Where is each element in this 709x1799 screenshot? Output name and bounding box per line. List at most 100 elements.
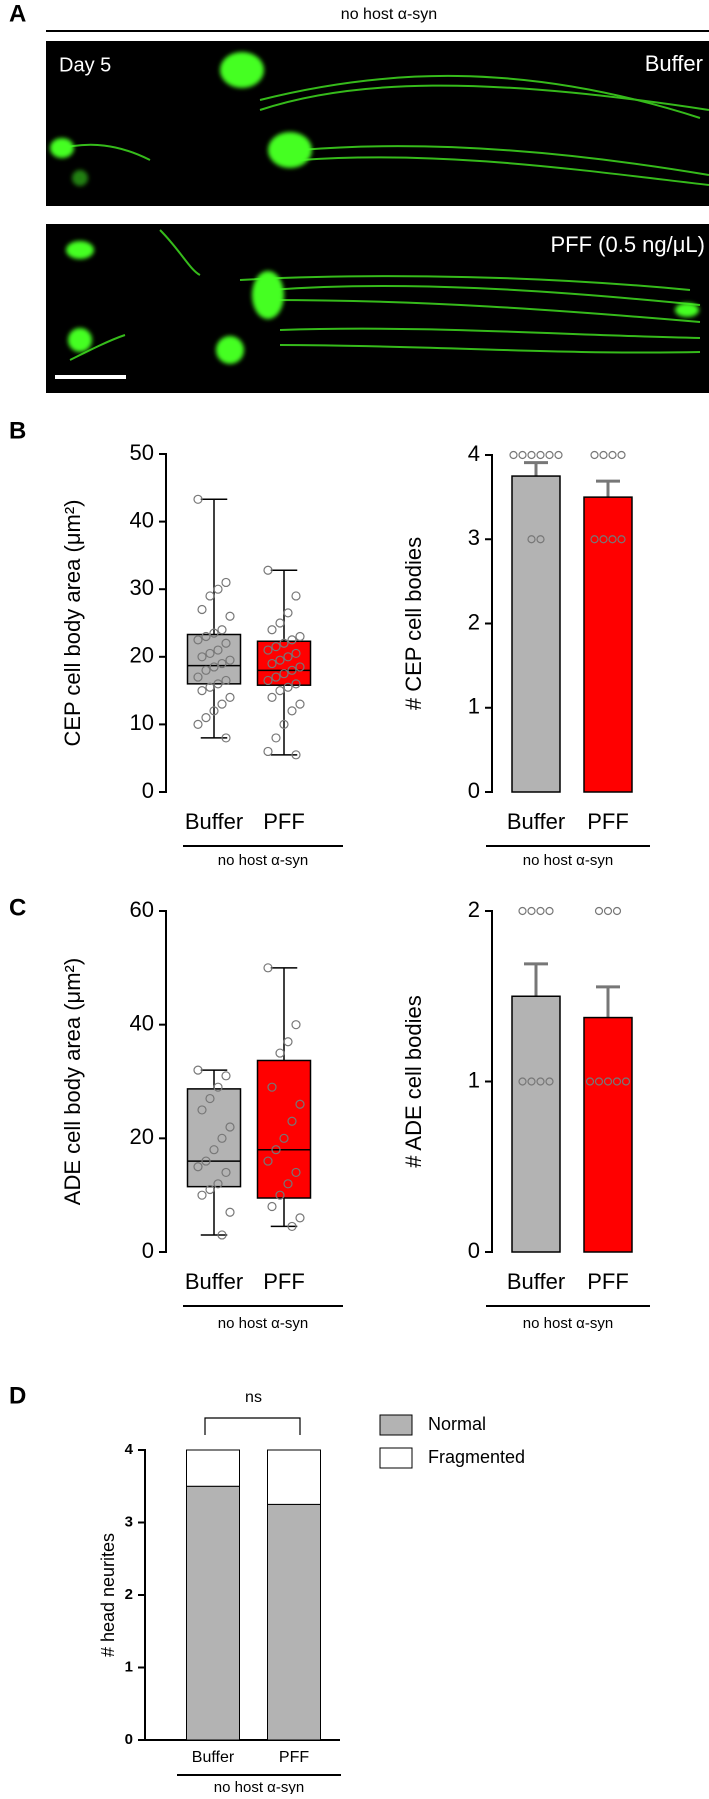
data-point — [263, 963, 273, 973]
data-point — [509, 450, 518, 460]
data-point — [209, 1145, 219, 1155]
legend-label: Fragmented — [428, 1447, 525, 1467]
data-point — [283, 1037, 293, 1047]
data-point — [287, 706, 297, 716]
y-axis-title: CEP cell body area (μm²) — [60, 499, 85, 746]
data-point — [267, 658, 277, 669]
data-point — [271, 1145, 281, 1155]
y-tick-label: 0 — [142, 778, 154, 803]
group-label: no host α-syn — [523, 852, 613, 869]
box — [256, 1059, 312, 1199]
group-label: no host α-syn — [218, 852, 308, 869]
data-point — [201, 665, 211, 675]
y-tick-label: 3 — [125, 1513, 133, 1530]
data-point — [287, 1221, 297, 1232]
data-point — [612, 906, 622, 916]
y-tick-label: 2 — [125, 1586, 133, 1603]
data-point — [225, 692, 235, 702]
data-point — [283, 608, 293, 618]
data-point — [217, 699, 227, 709]
data-point — [193, 1065, 203, 1075]
data-point — [518, 450, 527, 460]
y-tick-label: 10 — [130, 710, 154, 735]
data-point — [193, 635, 203, 645]
y-axis-title: # CEP cell bodies — [401, 537, 426, 710]
data-point — [271, 733, 281, 743]
data-point — [287, 1116, 297, 1126]
data-point — [545, 1077, 554, 1086]
data-point — [263, 675, 273, 686]
data-point — [536, 535, 545, 544]
data-point — [287, 665, 297, 675]
data-point — [612, 1077, 622, 1086]
data-point — [217, 658, 227, 669]
y-tick-label: 40 — [130, 507, 154, 532]
data-point — [201, 1156, 211, 1166]
y-tick-label: 0 — [468, 1238, 480, 1263]
image-label: Day 5 — [59, 54, 111, 76]
data-point — [221, 1167, 231, 1178]
data-point — [267, 1082, 277, 1092]
x-tick-label: Buffer — [192, 1749, 235, 1766]
data-point — [536, 1077, 545, 1086]
data-point — [213, 1179, 223, 1189]
header: no host α-syn — [341, 6, 437, 23]
data-point — [213, 645, 223, 655]
data-point — [205, 682, 215, 692]
data-point — [193, 1162, 203, 1172]
data-point — [536, 906, 545, 916]
data-point — [225, 611, 235, 621]
x-tick-label: PFF — [587, 809, 629, 834]
data-point — [594, 906, 604, 916]
data-point — [545, 906, 554, 916]
y-tick-label: 60 — [130, 897, 154, 922]
data-point — [279, 1133, 289, 1143]
data-point — [527, 535, 536, 544]
data-point — [527, 1077, 536, 1086]
data-point — [621, 1077, 631, 1086]
bar-segment — [186, 1485, 240, 1741]
data-point — [209, 706, 219, 716]
y-tick-label: 30 — [130, 575, 154, 600]
data-point — [585, 1077, 595, 1086]
data-point — [267, 1201, 277, 1212]
data-point — [291, 1167, 301, 1178]
data-point — [283, 682, 293, 692]
y-tick-label: 1 — [125, 1658, 133, 1675]
data-point — [518, 906, 527, 916]
panel-label: D — [9, 1382, 26, 1409]
group-label: no host α-syn — [218, 1315, 308, 1332]
data-point — [279, 719, 289, 730]
data-point — [205, 1184, 215, 1195]
data-point — [295, 1213, 305, 1223]
legend-label: Normal — [428, 1414, 486, 1434]
panel-label: B — [9, 417, 26, 444]
data-point — [291, 648, 301, 659]
bar-segment — [267, 1449, 321, 1505]
data-point — [263, 565, 273, 575]
x-tick-label: Buffer — [185, 809, 243, 834]
data-point — [608, 450, 617, 460]
data-point — [608, 535, 617, 544]
data-point — [599, 535, 608, 544]
y-tick-label: 40 — [130, 1010, 154, 1035]
data-point — [287, 635, 297, 645]
data-point — [201, 631, 211, 642]
data-point — [271, 642, 281, 652]
data-point — [213, 1082, 223, 1092]
y-tick-label: 2 — [468, 609, 480, 634]
data-point — [291, 591, 301, 601]
y-tick-label: 3 — [468, 525, 480, 550]
data-point — [193, 494, 203, 504]
data-point — [275, 685, 285, 696]
box — [186, 1088, 242, 1188]
bar — [511, 995, 561, 1253]
data-point — [225, 655, 235, 665]
data-point — [291, 750, 301, 760]
bar — [583, 1016, 633, 1253]
box — [186, 633, 242, 685]
image-label: PFF (0.5 ng/μL) — [550, 232, 705, 257]
x-tick-label: PFF — [587, 1269, 629, 1294]
data-point — [197, 1105, 207, 1115]
y-tick-label: 50 — [130, 440, 154, 465]
